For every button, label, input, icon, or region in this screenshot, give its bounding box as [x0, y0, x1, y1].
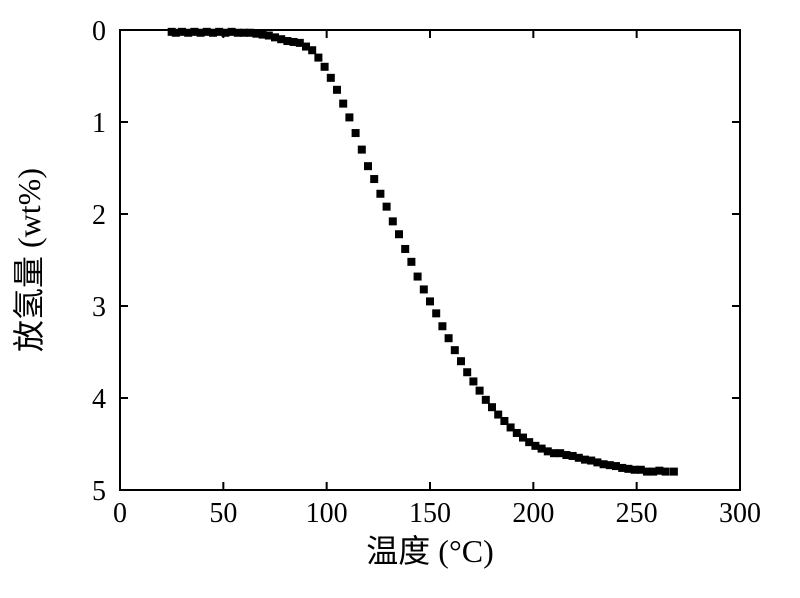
data-point	[420, 285, 428, 293]
data-point	[327, 74, 335, 82]
y-axis-label: 放氢量 (wt%)	[11, 168, 47, 352]
data-point	[482, 396, 490, 404]
data-point	[488, 403, 496, 411]
x-tick-label: 250	[616, 498, 658, 529]
data-point	[463, 368, 471, 376]
x-tick-label: 50	[209, 498, 237, 529]
data-point	[414, 273, 422, 281]
data-point	[321, 63, 329, 71]
y-tick-label: 5	[92, 476, 106, 507]
data-point	[670, 468, 678, 476]
chart-svg: 0 50 100 150 200 250 300 0 1 2 3 4 5 温度 (°C) 放氢量 (wt%)	[0, 0, 800, 598]
data-point	[345, 113, 353, 121]
data-point	[469, 377, 477, 385]
data-point	[401, 245, 409, 253]
data-point	[308, 46, 316, 54]
data-point	[432, 309, 440, 317]
data-point	[358, 146, 366, 154]
x-tick-label: 200	[512, 498, 554, 529]
data-point	[364, 162, 372, 170]
data-point	[395, 230, 403, 238]
data-point	[376, 190, 384, 198]
data-point	[389, 217, 397, 225]
data-point	[476, 387, 484, 395]
data-point	[352, 129, 360, 137]
data-point	[457, 357, 465, 365]
y-tick-label: 3	[92, 292, 106, 323]
chart-container: 0 50 100 150 200 250 300 0 1 2 3 4 5 温度 (°C) 放氢量 (wt%)	[0, 0, 800, 598]
data-point	[662, 468, 670, 476]
data-point	[339, 100, 347, 108]
x-tick-label: 0	[113, 498, 127, 529]
data-point	[445, 334, 453, 342]
x-tick-label: 300	[719, 498, 761, 529]
data-point	[383, 203, 391, 211]
data-point	[451, 346, 459, 354]
y-tick-label: 1	[92, 108, 106, 139]
data-point	[438, 322, 446, 330]
data-point	[314, 54, 322, 62]
y-tick-label: 0	[92, 16, 106, 47]
x-axis-label: 温度 (°C)	[366, 533, 493, 569]
x-tick-label: 100	[306, 498, 348, 529]
data-point	[370, 175, 378, 183]
plot-border	[120, 30, 740, 490]
data-point	[333, 86, 341, 94]
data-point	[426, 297, 434, 305]
x-tick-label: 150	[409, 498, 451, 529]
data-point	[407, 258, 415, 266]
y-tick-label: 2	[92, 200, 106, 231]
y-tick-label: 4	[92, 384, 106, 415]
